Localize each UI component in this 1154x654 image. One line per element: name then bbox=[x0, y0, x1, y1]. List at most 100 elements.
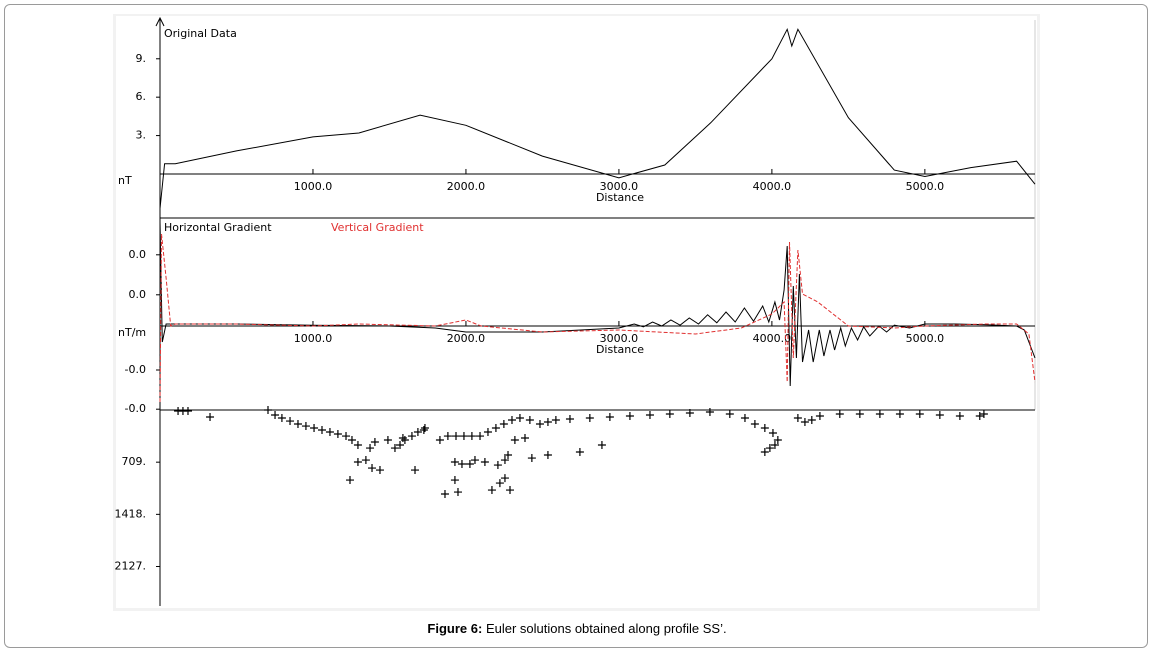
euler-solution bbox=[370, 438, 379, 447]
euler-solution bbox=[325, 428, 334, 437]
euler-solution bbox=[310, 424, 319, 433]
euler-solution bbox=[565, 414, 574, 423]
panel-title: Original Data bbox=[164, 27, 237, 40]
axis-arrow bbox=[155, 16, 165, 27]
euler-solution bbox=[835, 409, 844, 418]
euler-solution bbox=[467, 432, 476, 441]
euler-solution bbox=[543, 417, 552, 426]
euler-solution bbox=[353, 458, 362, 467]
x-tick-label: 2000.0 bbox=[447, 332, 486, 345]
euler-solution bbox=[975, 412, 984, 421]
euler-solution bbox=[413, 428, 422, 437]
euler-solution bbox=[420, 424, 429, 433]
euler-solution bbox=[895, 409, 904, 418]
euler-solution bbox=[915, 409, 924, 418]
euler-solution bbox=[543, 451, 552, 460]
euler-solution bbox=[342, 432, 351, 441]
euler-solution bbox=[361, 456, 370, 465]
x-tick-label: 1000.0 bbox=[294, 332, 333, 345]
euler-solution bbox=[495, 479, 504, 488]
euler-solution bbox=[750, 419, 759, 428]
euler-solution bbox=[375, 466, 384, 475]
euler-solution bbox=[955, 412, 964, 421]
euler-solution bbox=[396, 441, 405, 450]
plot-bg bbox=[116, 16, 1037, 608]
euler-solution bbox=[506, 486, 514, 495]
euler-solution bbox=[366, 444, 375, 453]
euler-solution bbox=[760, 424, 769, 433]
y-tick-label: 2127. bbox=[115, 560, 147, 573]
euler-solution bbox=[625, 412, 634, 421]
euler-solution bbox=[317, 426, 326, 435]
euler-solution bbox=[465, 460, 474, 469]
euler-solution bbox=[440, 490, 449, 499]
euler-solution bbox=[347, 436, 356, 445]
figure: 3. 6. 9. 1000.0 2000.0 3000.0 4000.0 5000.0 Orig… bbox=[113, 14, 1040, 611]
euler-solution bbox=[500, 474, 509, 483]
euler-solution bbox=[807, 416, 816, 425]
euler-solution bbox=[979, 409, 988, 418]
legend-label: Horizontal Gradient bbox=[164, 221, 272, 234]
euler-solution bbox=[725, 409, 734, 418]
euler-solution bbox=[507, 416, 516, 425]
euler-solution bbox=[705, 407, 714, 416]
x-tick-label: 4000.0 bbox=[753, 180, 792, 193]
euler-solution bbox=[773, 436, 782, 445]
euler-solution bbox=[271, 411, 280, 420]
line bbox=[159, 221, 1036, 387]
euler-solution bbox=[855, 409, 864, 418]
euler-solution bbox=[491, 424, 500, 433]
x-tick-label: 3000.0 bbox=[600, 332, 639, 345]
euler-solution bbox=[411, 466, 420, 475]
euler-solution bbox=[520, 434, 529, 443]
euler-solution bbox=[263, 406, 272, 414]
euler-solution bbox=[450, 476, 459, 485]
euler-solution bbox=[483, 428, 492, 437]
euler-solution bbox=[443, 432, 452, 441]
euler-solution bbox=[535, 419, 544, 428]
x-tick-label: 5000.0 bbox=[906, 332, 945, 345]
y-tick-label: 3. bbox=[136, 129, 147, 142]
x-tick-label: 1000.0 bbox=[294, 180, 333, 193]
euler-solution bbox=[760, 448, 769, 457]
legend-label: Vertical Gradient bbox=[331, 221, 424, 234]
line bbox=[159, 27, 1036, 209]
euler-solution bbox=[740, 414, 749, 423]
y-tick-label: 0.0 bbox=[129, 288, 147, 301]
x-tick-label: 3000.0 bbox=[600, 180, 639, 193]
euler-solution bbox=[768, 429, 777, 438]
y-tick-label: 709. bbox=[122, 455, 147, 468]
euler-solution bbox=[793, 414, 802, 423]
euler-solution bbox=[575, 448, 584, 457]
euler-solution bbox=[400, 436, 409, 445]
euler-solution bbox=[605, 412, 614, 421]
euler-solution bbox=[293, 419, 302, 428]
euler-solution bbox=[493, 461, 502, 470]
euler-solution bbox=[585, 414, 594, 423]
euler-solution bbox=[419, 426, 428, 435]
euler-solution bbox=[277, 414, 286, 423]
euler-solution bbox=[597, 441, 606, 450]
euler-solution bbox=[515, 414, 524, 423]
euler-solution bbox=[476, 432, 485, 441]
euler-solution bbox=[301, 422, 310, 431]
x-tick-label: 4000.0 bbox=[753, 332, 792, 345]
euler-solution bbox=[527, 454, 536, 463]
frame bbox=[4, 4, 1148, 648]
y-tick-label: 1418. bbox=[115, 507, 147, 520]
euler-solution bbox=[457, 460, 466, 469]
euler-solution bbox=[183, 407, 192, 416]
euler-solution bbox=[815, 412, 824, 421]
euler-solution bbox=[500, 456, 509, 465]
euler-solution bbox=[770, 441, 779, 450]
euler-solution bbox=[452, 432, 461, 441]
caption-text: Euler solutions obtained along profile S… bbox=[485, 621, 727, 636]
y-tick-label: -0.0 bbox=[125, 402, 146, 415]
euler-solution bbox=[645, 411, 654, 420]
euler-solution bbox=[551, 416, 560, 425]
euler-solution bbox=[407, 432, 416, 441]
x-axis-label: Distance bbox=[596, 191, 644, 204]
euler-solution bbox=[450, 458, 459, 467]
y-axis-label: nT/m bbox=[118, 326, 146, 339]
y-tick-label: 9. bbox=[136, 52, 147, 65]
